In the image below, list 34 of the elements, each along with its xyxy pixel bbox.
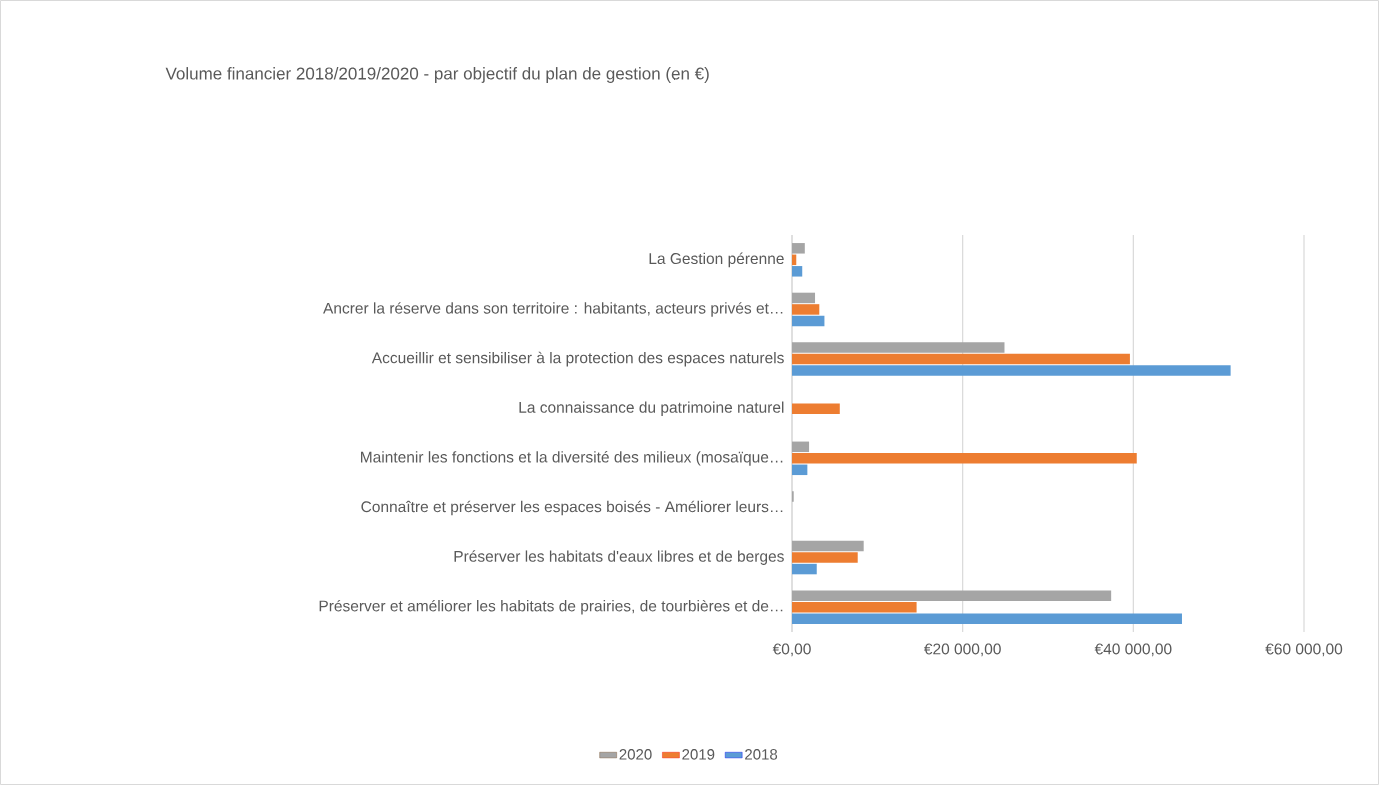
bar [792,266,803,277]
bar [792,365,1231,376]
bar [792,613,1182,624]
legend-label: 2020 [619,749,652,760]
y-tick-label: La Gestion pérenne [649,252,784,268]
bar [792,353,1130,365]
x-tick-label: €60 000,00 [1265,643,1343,657]
bar [792,243,805,254]
x-tick-label: €20 000,00 [924,643,1001,657]
y-tick-label: Préserver les habitats d'eaux libres et de berges [454,550,784,565]
bar [792,601,917,613]
y-tick-label: Maintenir les fonctions et la diversité des milieux (mosaïque… [361,451,783,466]
bar [792,292,816,304]
y-tick-label: La connaissance du patrimoine naturel [519,401,784,416]
legend-label: 2018 [745,749,778,760]
y-tick-label: Préserver et améliorer les habitats de prairies, de tourbières et de… [319,599,783,615]
bar [792,590,1112,601]
x-tick-label: €0,00 [772,643,811,657]
bar [792,563,817,575]
bar [792,441,810,453]
y-tick-label: Connaître et préserver les espaces boisés - Améliorer leurs… [361,500,783,516]
bar [792,342,1005,353]
y-tick-label: Accueillir et sensibiliser à la protection des espaces naturels [371,351,784,367]
x-tick-label: €40 000,00 [1094,643,1172,657]
bar [792,464,808,476]
y-tick-label: Ancrer la réserve dans son territoire : habitants, acteurs privés et… [323,302,783,317]
bar [792,315,825,327]
text: Volume financier 2018/2019/2020 - par objectif du plan de gestion (en €) [165,67,709,83]
legend-label: 2019 [682,749,715,760]
bar [792,453,1137,464]
bar [792,540,864,552]
bar [792,304,820,315]
bar [792,403,840,414]
bar [792,552,858,563]
